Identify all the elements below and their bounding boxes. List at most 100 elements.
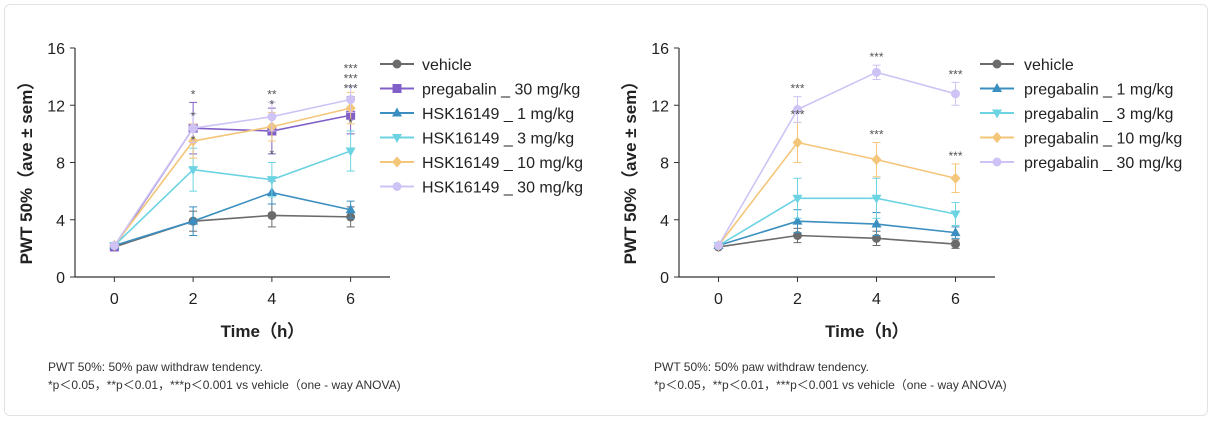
significance-label: ***: [344, 62, 358, 76]
x-tick-label: 6: [951, 291, 960, 308]
series-4: [109, 91, 356, 252]
x-tick-label: 2: [189, 291, 198, 308]
series-4: [714, 64, 960, 251]
y-axis-title: PWT 50%（ave ± sem）: [16, 73, 36, 265]
series-1: [713, 209, 961, 250]
x-tick-label: 4: [872, 291, 881, 308]
significance-label: ***: [869, 50, 883, 64]
legend-entry: HSK16149 _ 1 mg/kg: [380, 106, 574, 123]
x-tick-label: 4: [267, 291, 276, 308]
legend-marker: [992, 109, 1002, 119]
legend-entry: pregabalin _ 3 mg/kg: [980, 106, 1173, 123]
legend-label: pregabalin _ 1 mg/kg: [1024, 82, 1173, 99]
significance-label: *: [270, 148, 275, 162]
legend-label: pregabalin _ 10 mg/kg: [1024, 131, 1182, 148]
x-tick-label: 0: [110, 291, 119, 308]
data-point: [188, 215, 199, 225]
significance-label: ***: [948, 67, 962, 81]
significance-label: *: [191, 133, 196, 147]
legend-marker: [992, 83, 1002, 92]
legend-entry: HSK16149 _ 3 mg/kg: [380, 131, 574, 148]
significance-label: *: [191, 109, 196, 123]
legend-entry: pregabalin _ 30 mg/kg: [380, 82, 580, 99]
chart-right: 0 4 8 12 16 0 2 4 6 Time（h） PWT 50%（ave ± sem） *** *…: [620, 41, 1182, 341]
data-point: [950, 227, 961, 237]
x-axis-title: Time（h）: [221, 321, 305, 341]
y-tick-label: 0: [56, 270, 65, 287]
legend-entry: HSK16149 _ 30 mg/kg: [380, 180, 583, 197]
footnote-right-line2: *p＜0.05，**p＜0.01，***p＜0.001 vs vehicle（o…: [654, 378, 1007, 392]
significance-label: *: [191, 87, 196, 101]
legend-entry: vehicle: [980, 57, 1074, 74]
significance-label: ***: [869, 127, 883, 141]
data-point: [950, 172, 961, 184]
series-0: [714, 227, 960, 252]
data-point: [872, 233, 881, 243]
legend-marker: [392, 182, 402, 191]
legend-label: pregabalin _ 3 mg/kg: [1024, 106, 1173, 123]
significance-label: ***: [344, 72, 358, 86]
series-line: [113, 98, 351, 246]
data-point: [951, 89, 960, 99]
y-tick-label: 8: [660, 156, 669, 173]
legend-label: HSK16149 _ 1 mg/kg: [422, 106, 574, 123]
data-point: [188, 166, 199, 176]
y-tick-label: 0: [660, 270, 669, 287]
series-line: [113, 150, 351, 247]
x-axis-title: Time（h）: [825, 321, 909, 341]
series-line: [113, 107, 351, 246]
data-point: [267, 210, 277, 220]
y-tick-label: 12: [47, 98, 65, 115]
legend-marker: [392, 156, 402, 168]
data-point: [714, 241, 723, 251]
series-3: [109, 130, 356, 252]
series-line: [717, 71, 956, 246]
x-tick-label: 6: [346, 291, 355, 308]
legend-label: vehicle: [422, 57, 472, 74]
series-3: [713, 121, 961, 252]
y-tick-label: 12: [651, 98, 669, 115]
series-line: [718, 234, 956, 248]
data-point: [872, 67, 881, 77]
legend-label: HSK16149 _ 30 mg/kg: [422, 180, 583, 197]
significance-label: ***: [790, 82, 804, 96]
figure-frame: [4, 4, 1208, 416]
y-axis-title: PWT 50%（ave ± sem）: [620, 73, 640, 265]
legend-label: pregabalin _ 30 mg/kg: [422, 82, 580, 99]
series-0: [109, 203, 356, 252]
series-line: [114, 191, 351, 247]
data-point: [266, 176, 277, 186]
y-tick-label: 4: [660, 213, 669, 230]
series-line: [113, 114, 351, 248]
data-point: [871, 154, 882, 166]
significance-label: *: [348, 116, 353, 130]
legend-label: vehicle: [1024, 57, 1074, 74]
legend-label: HSK16149 _ 3 mg/kg: [422, 131, 574, 148]
series-5: [109, 86, 356, 251]
legend-entry: vehicle: [380, 57, 472, 74]
data-point: [793, 230, 802, 240]
significance-label: *: [270, 97, 275, 111]
x-tick-label: 0: [714, 291, 723, 308]
y-tick-label: 16: [651, 41, 669, 58]
legend-marker: [392, 134, 402, 143]
significance-label: ***: [948, 149, 962, 163]
data-point: [792, 194, 803, 204]
legend-marker: [992, 157, 1002, 167]
data-point: [267, 112, 277, 122]
legend-entry: pregabalin _ 30 mg/kg: [980, 155, 1182, 172]
footnote-left: PWT 50%: 50% paw withdraw tendency. *p＜0…: [48, 358, 401, 394]
legend-marker: [392, 59, 402, 69]
legend-marker: [992, 59, 1002, 69]
data-point: [871, 194, 882, 204]
y-tick-label: 16: [47, 41, 65, 58]
data-point: [345, 204, 356, 214]
series-line: [718, 220, 956, 247]
data-point: [188, 123, 198, 133]
legend-label: pregabalin _ 30 mg/kg: [1024, 155, 1182, 172]
significance-label: ***: [344, 82, 358, 96]
footnote-right: PWT 50%: 50% paw withdraw tendency. *p＜0…: [654, 358, 1007, 394]
data-point: [109, 241, 119, 251]
